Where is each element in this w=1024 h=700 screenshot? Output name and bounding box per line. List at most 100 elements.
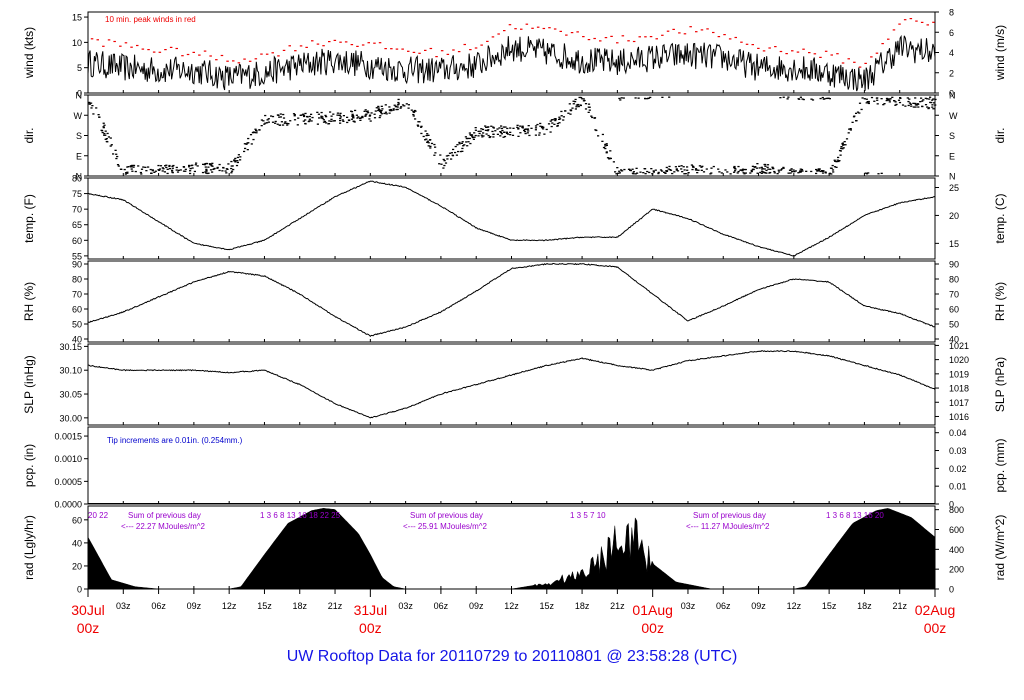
peak-wind-mark <box>774 46 777 48</box>
direction-point <box>158 169 161 171</box>
direction-point <box>168 168 171 170</box>
direction-point <box>368 118 371 120</box>
direction-point <box>225 168 228 170</box>
direction-point <box>574 101 577 103</box>
direction-point <box>632 171 635 173</box>
direction-point <box>787 172 790 174</box>
direction-point <box>235 164 239 167</box>
direction-point <box>234 161 237 163</box>
direction-point <box>282 113 285 116</box>
x-tick-label: 21z <box>328 601 343 611</box>
direction-point <box>604 143 607 146</box>
direction-point <box>459 150 462 153</box>
direction-point <box>440 163 443 165</box>
peak-wind-mark <box>582 36 585 38</box>
direction-point <box>849 128 852 130</box>
direction-point <box>194 164 197 166</box>
direction-point <box>558 116 561 118</box>
direction-point <box>279 116 282 118</box>
direction-point <box>481 128 485 131</box>
direction-point <box>917 106 920 108</box>
peak-wind-mark <box>553 28 557 30</box>
direction-point <box>799 168 802 170</box>
direction-point <box>114 149 117 151</box>
direction-point <box>907 104 910 107</box>
direction-point <box>877 173 880 175</box>
peak-wind-mark <box>599 40 602 42</box>
direction-point <box>492 127 495 129</box>
direction-point <box>926 106 929 108</box>
direction-point <box>396 106 399 108</box>
direction-point <box>597 135 600 137</box>
direction-point <box>383 112 386 115</box>
direction-point <box>817 168 820 170</box>
direction-point <box>657 172 660 175</box>
direction-point <box>549 131 552 133</box>
direction-point <box>218 163 221 166</box>
direction-point <box>509 131 512 133</box>
direction-point <box>396 104 400 106</box>
direction-point <box>130 168 133 170</box>
y-tick-label: 80 <box>72 275 82 285</box>
peak-wind-mark <box>796 51 800 53</box>
direction-point <box>519 132 522 134</box>
direction-point <box>466 145 469 147</box>
direction-point <box>650 168 653 170</box>
peak-wind-mark <box>265 53 269 55</box>
peak-wind-mark <box>395 48 399 50</box>
direction-point <box>450 152 453 154</box>
peak-wind-mark <box>311 40 314 42</box>
direction-point <box>737 170 740 173</box>
direction-point <box>280 121 283 123</box>
direction-point <box>521 127 524 129</box>
direction-point <box>860 108 863 111</box>
x-tick-label: 21z <box>892 601 907 611</box>
direction-point <box>554 118 557 120</box>
direction-point <box>512 127 515 129</box>
peak-wind-mark <box>706 28 709 30</box>
direction-point <box>837 160 840 163</box>
direction-point <box>471 136 474 139</box>
direction-point <box>486 130 489 132</box>
direction-point <box>102 127 105 129</box>
direction-point <box>106 132 109 135</box>
direction-point <box>171 171 174 173</box>
wind-speed-series <box>87 34 936 92</box>
peak-wind-mark <box>723 34 726 36</box>
x-tick-label: 12z <box>222 601 237 611</box>
direction-point <box>360 116 363 118</box>
direction-point <box>336 112 339 114</box>
direction-point <box>302 114 306 116</box>
direction-point <box>171 169 174 171</box>
direction-point <box>509 127 512 129</box>
direction-point <box>627 168 631 170</box>
direction-point <box>420 125 423 127</box>
peak-wind-mark <box>181 55 184 57</box>
direction-point <box>831 169 835 171</box>
direction-point <box>924 104 928 106</box>
direction-point <box>577 105 580 108</box>
direction-point <box>184 170 187 172</box>
direction-point <box>622 97 625 99</box>
direction-point <box>352 115 355 117</box>
peak-wind-mark <box>593 37 596 40</box>
direction-point <box>377 105 380 108</box>
peak-wind-mark <box>627 40 630 42</box>
direction-point <box>519 125 522 127</box>
peak-wind-mark <box>412 51 416 53</box>
direction-point <box>328 120 331 122</box>
solar-sum-title: Sum of previous day <box>693 511 766 520</box>
direction-point <box>609 150 612 152</box>
peak-wind-mark <box>559 30 562 32</box>
direction-point <box>443 164 446 167</box>
direction-point <box>244 147 247 150</box>
direction-point <box>97 114 100 116</box>
direction-point <box>560 115 563 117</box>
direction-point <box>346 121 349 124</box>
panel-frame <box>87 343 936 426</box>
right-y-tick-label: E <box>949 151 955 161</box>
direction-point <box>605 144 608 146</box>
peak-wind-mark <box>881 43 884 45</box>
peak-wind-mark <box>531 27 534 29</box>
